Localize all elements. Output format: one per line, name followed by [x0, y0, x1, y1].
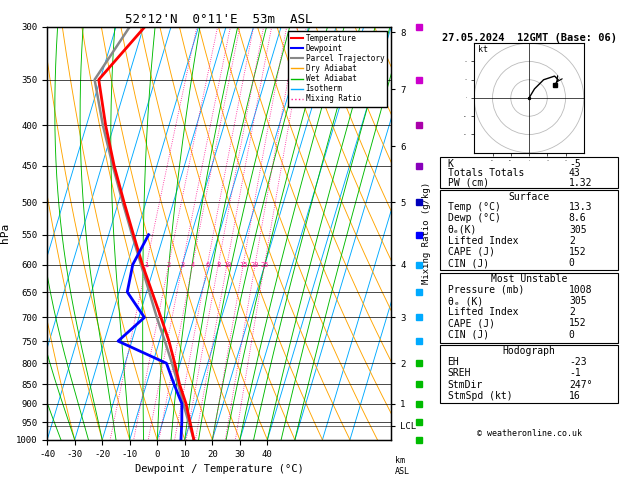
Text: km
ASL: km ASL	[394, 456, 409, 476]
Text: PW (cm): PW (cm)	[448, 177, 489, 188]
Text: CAPE (J): CAPE (J)	[448, 318, 494, 329]
Text: StmDir: StmDir	[448, 380, 483, 389]
Text: 13.3: 13.3	[569, 202, 593, 212]
Text: 6: 6	[205, 261, 209, 268]
Text: 152: 152	[569, 247, 586, 257]
Text: 2: 2	[569, 307, 575, 317]
Text: 152: 152	[569, 318, 586, 329]
Text: 27.05.2024  12GMT (Base: 06): 27.05.2024 12GMT (Base: 06)	[442, 33, 616, 43]
Text: 8: 8	[216, 261, 220, 268]
Text: 25: 25	[260, 261, 269, 268]
X-axis label: Dewpoint / Temperature (°C): Dewpoint / Temperature (°C)	[135, 464, 304, 474]
Text: 2: 2	[167, 261, 171, 268]
Text: Surface: Surface	[508, 191, 550, 202]
Text: StmSpd (kt): StmSpd (kt)	[448, 391, 512, 400]
Bar	[440, 345, 618, 402]
Text: SREH: SREH	[448, 368, 471, 379]
Text: K: K	[448, 159, 454, 169]
Text: EH: EH	[448, 357, 459, 367]
Text: 1: 1	[144, 261, 148, 268]
Text: © weatheronline.co.uk: © weatheronline.co.uk	[477, 429, 582, 438]
Text: 1008: 1008	[569, 285, 593, 295]
Text: 15: 15	[239, 261, 247, 268]
Bar	[440, 190, 618, 270]
Text: -23: -23	[569, 357, 586, 367]
Text: θₑ(K): θₑ(K)	[448, 225, 477, 235]
Text: 16: 16	[569, 391, 581, 400]
Text: 247°: 247°	[569, 380, 593, 389]
Text: Lifted Index: Lifted Index	[448, 307, 518, 317]
Text: 305: 305	[569, 225, 586, 235]
Text: Dewp (°C): Dewp (°C)	[448, 213, 501, 224]
Bar	[440, 273, 618, 343]
Text: -1: -1	[569, 368, 581, 379]
Text: 43: 43	[569, 168, 581, 178]
Text: 20: 20	[251, 261, 259, 268]
Text: Hodograph: Hodograph	[503, 347, 555, 356]
Text: 4: 4	[191, 261, 195, 268]
Text: Most Unstable: Most Unstable	[491, 274, 567, 284]
Text: 3: 3	[181, 261, 184, 268]
Text: 0: 0	[569, 258, 575, 268]
Text: 1.32: 1.32	[569, 177, 593, 188]
Text: Lifted Index: Lifted Index	[448, 236, 518, 246]
Legend: Temperature, Dewpoint, Parcel Trajectory, Dry Adiabat, Wet Adiabat, Isotherm, Mi: Temperature, Dewpoint, Parcel Trajectory…	[288, 31, 387, 106]
Y-axis label: Mixing Ratio (g/kg): Mixing Ratio (g/kg)	[422, 182, 431, 284]
Text: Temp (°C): Temp (°C)	[448, 202, 501, 212]
Text: CAPE (J): CAPE (J)	[448, 247, 494, 257]
Text: 2: 2	[569, 236, 575, 246]
Text: CIN (J): CIN (J)	[448, 330, 489, 340]
Title: 52°12'N  0°11'E  53m  ASL: 52°12'N 0°11'E 53m ASL	[125, 13, 313, 26]
Text: 305: 305	[569, 296, 586, 306]
Text: 10: 10	[223, 261, 231, 268]
Y-axis label: hPa: hPa	[1, 223, 11, 243]
Text: CIN (J): CIN (J)	[448, 258, 489, 268]
Text: θₑ (K): θₑ (K)	[448, 296, 483, 306]
Text: -5: -5	[569, 159, 581, 169]
Text: Pressure (mb): Pressure (mb)	[448, 285, 524, 295]
Text: 0: 0	[569, 330, 575, 340]
Text: 8.6: 8.6	[569, 213, 586, 224]
Bar	[440, 157, 618, 188]
Text: Totals Totals: Totals Totals	[448, 168, 524, 178]
